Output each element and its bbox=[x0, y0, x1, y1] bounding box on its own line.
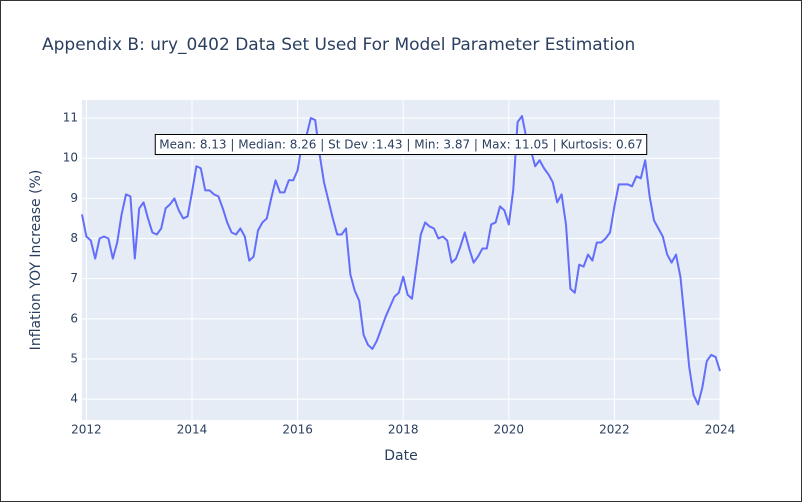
y-tick-label: 5 bbox=[70, 351, 78, 365]
x-tick-label: 2012 bbox=[71, 423, 102, 437]
x-tick-label: 2020 bbox=[494, 423, 525, 437]
x-tick-label: 2024 bbox=[705, 423, 736, 437]
x-axis-title: Date bbox=[384, 448, 417, 464]
x-tick-label: 2014 bbox=[177, 423, 208, 437]
y-tick-label: 8 bbox=[70, 231, 78, 245]
x-tick-label: 2022 bbox=[599, 423, 630, 437]
annotation-box bbox=[154, 134, 648, 155]
x-tick-label: 2016 bbox=[282, 423, 313, 437]
y-axis-title: Inflation YOY Increase (%) bbox=[28, 170, 44, 351]
annotation: Mean: 8.13 | Median: 8.26 | St Dev :1.43… bbox=[159, 138, 642, 152]
marks bbox=[81, 115, 721, 406]
y-tick-label: 10 bbox=[63, 151, 78, 165]
data-line bbox=[81, 115, 721, 406]
y-tick-label: 9 bbox=[70, 191, 78, 205]
y-tick-label: 11 bbox=[63, 111, 78, 125]
y-tick-label: 6 bbox=[70, 311, 78, 325]
y-tick-label: 7 bbox=[70, 271, 78, 285]
x-tick-label: 2018 bbox=[388, 423, 419, 437]
y-tick-label: 4 bbox=[70, 392, 78, 406]
chart-title: Appendix B: ury_0402 Data Set Used For M… bbox=[42, 35, 635, 55]
